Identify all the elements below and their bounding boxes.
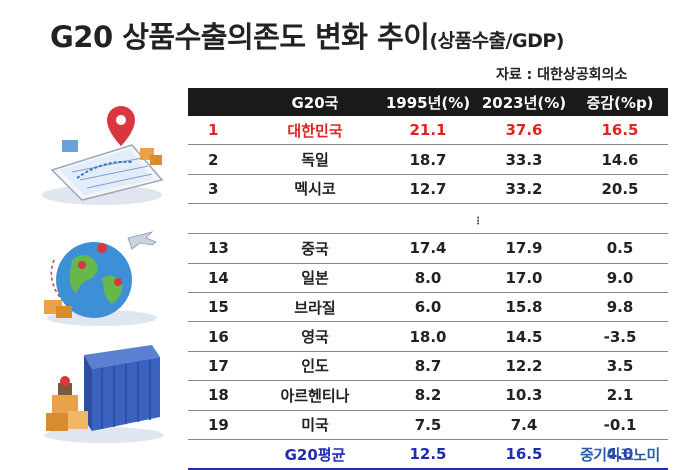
value-1995-cell: 21.1 (380, 116, 476, 146)
table-row: 2 독일 18.7 33.3 14.6 (188, 144, 668, 175)
change-cell: 2.1 (572, 380, 668, 411)
value-1995-cell: 12.5 (380, 439, 476, 470)
ellipsis-cell: ⋮ (188, 203, 668, 235)
rank-cell: 1 (188, 116, 250, 146)
value-2023-cell: 10.3 (476, 380, 572, 411)
value-2023-cell: 16.5 (476, 439, 572, 470)
header-country: G20국 (250, 88, 380, 116)
value-1995-cell: 17.4 (380, 233, 476, 264)
ellipsis-mark: ⋮ (473, 215, 483, 227)
rank-cell: 14 (188, 263, 250, 293)
country-cell: 일본 (250, 263, 380, 293)
value-1995-cell: 8.2 (380, 380, 476, 411)
change-cell: -3.5 (572, 321, 668, 352)
value-1995-cell: 18.7 (380, 144, 476, 175)
publisher-logo: 중기이코노미 (580, 446, 660, 464)
source-note: 자료 : 대한상공회의소 (496, 67, 628, 83)
table-row: 17 인도 8.7 12.2 3.5 (188, 351, 668, 382)
title-subtitle: (상품수출/GDP) (429, 30, 564, 52)
table-row: 13 중국 17.4 17.9 0.5 (188, 233, 668, 264)
rank-cell: 15 (188, 292, 250, 323)
table-header-row: G20국 1995년(%) 2023년(%) 증감(%p) (188, 88, 668, 116)
table-row: 1 대한민국 21.1 37.6 16.5 (188, 116, 668, 146)
country-cell: 영국 (250, 321, 380, 352)
value-2023-cell: 14.5 (476, 321, 572, 352)
page-title: G20 상품수출의존도 변화 추이(상품수출/GDP) (50, 14, 564, 56)
header-2023: 2023년(%) (476, 88, 572, 116)
header-change: 증감(%p) (572, 88, 668, 116)
value-1995-cell: 6.0 (380, 292, 476, 323)
value-1995-cell: 12.7 (380, 174, 476, 205)
table-row: 3 멕시코 12.7 33.2 20.5 (188, 174, 668, 205)
shipping-container-icon (44, 345, 164, 443)
change-cell: 9.0 (572, 263, 668, 293)
header-rank (188, 88, 250, 116)
logistics-map-icon (42, 106, 164, 205)
country-cell: 멕시코 (250, 174, 380, 205)
change-cell: 0.5 (572, 233, 668, 264)
country-cell: 대한민국 (250, 116, 380, 146)
value-2023-cell: 15.8 (476, 292, 572, 323)
title-main: G20 상품수출의존도 변화 추이 (50, 20, 430, 54)
country-cell: 브라질 (250, 292, 380, 323)
globe-logistics-icon (44, 231, 157, 326)
value-2023-cell: 33.2 (476, 174, 572, 205)
country-cell: 인도 (250, 351, 380, 382)
country-cell: 중국 (250, 233, 380, 264)
value-2023-cell: 7.4 (476, 410, 572, 440)
value-1995-cell: 7.5 (380, 410, 476, 440)
value-1995-cell: 8.0 (380, 263, 476, 293)
change-cell: 9.8 (572, 292, 668, 323)
rank-cell: 18 (188, 380, 250, 411)
value-2023-cell: 12.2 (476, 351, 572, 382)
rank-cell: 3 (188, 174, 250, 205)
change-cell: 20.5 (572, 174, 668, 205)
value-2023-cell: 33.3 (476, 144, 572, 175)
header-1995: 1995년(%) (380, 88, 476, 116)
value-2023-cell: 17.9 (476, 233, 572, 264)
value-1995-cell: 18.0 (380, 321, 476, 352)
rank-cell (188, 439, 250, 470)
ellipsis-row: ⋮ (188, 203, 668, 235)
value-2023-cell: 37.6 (476, 116, 572, 146)
rank-cell: 17 (188, 351, 250, 382)
country-cell: 독일 (250, 144, 380, 175)
value-1995-cell: 8.7 (380, 351, 476, 382)
table-row: 16 영국 18.0 14.5 -3.5 (188, 321, 668, 352)
change-cell: 3.5 (572, 351, 668, 382)
table-row: 14 일본 8.0 17.0 9.0 (188, 263, 668, 293)
export-dependency-table: G20국 1995년(%) 2023년(%) 증감(%p) 1 대한민국 21.… (188, 88, 668, 470)
table-row: 18 아르헨티나 8.2 10.3 2.1 (188, 380, 668, 411)
rank-cell: 2 (188, 144, 250, 175)
change-cell: 16.5 (572, 116, 668, 146)
country-cell: 미국 (250, 410, 380, 440)
table-row: 15 브라질 6.0 15.8 9.8 (188, 292, 668, 323)
change-cell: 14.6 (572, 144, 668, 175)
table-row: 19 미국 7.5 7.4 -0.1 (188, 410, 668, 440)
rank-cell: 16 (188, 321, 250, 352)
rank-cell: 13 (188, 233, 250, 264)
country-cell: G20평균 (250, 439, 380, 470)
change-cell: -0.1 (572, 410, 668, 440)
country-cell: 아르헨티나 (250, 380, 380, 411)
rank-cell: 19 (188, 410, 250, 440)
value-2023-cell: 17.0 (476, 263, 572, 293)
